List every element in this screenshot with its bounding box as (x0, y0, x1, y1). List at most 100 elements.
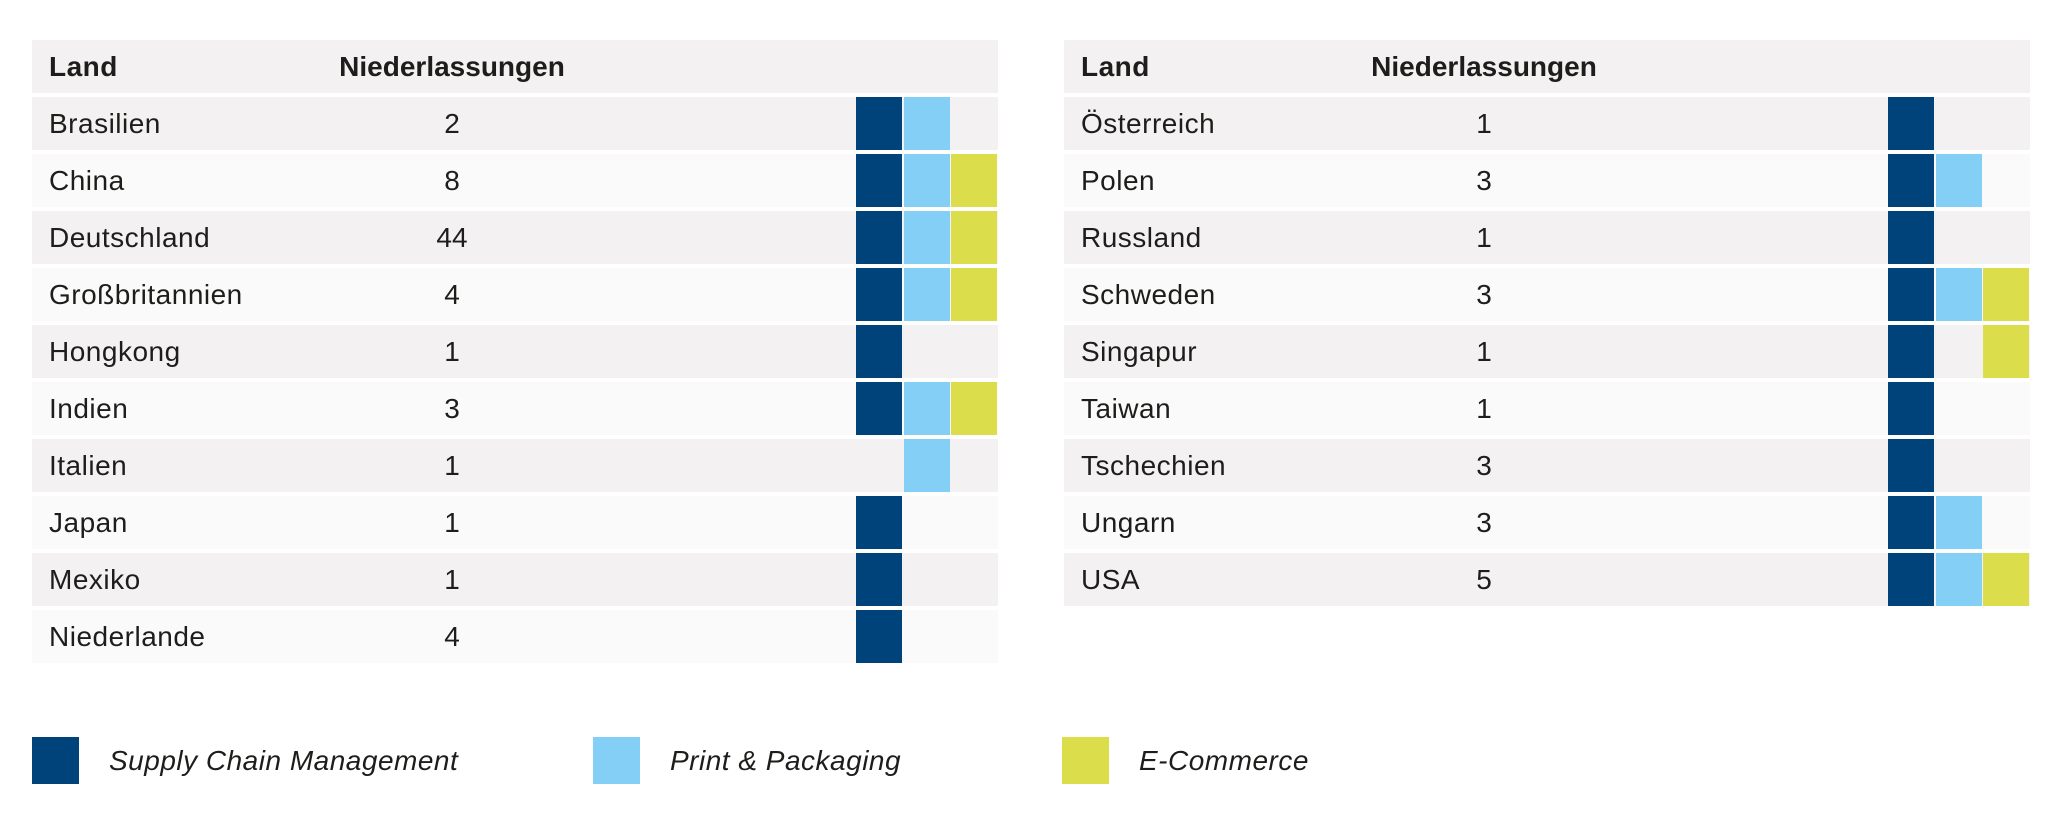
segment-print-packaging (904, 211, 950, 264)
table-row-hongkong: Hongkong 1 (32, 325, 998, 378)
table-row-taiwan: Taiwan 1 (1064, 382, 2030, 435)
branch-count: 3 (1476, 279, 1492, 310)
segment-ecommerce (951, 211, 997, 264)
branch-count: 4 (444, 621, 460, 652)
header-land: Land (49, 51, 118, 82)
country-label: Schweden (1081, 279, 1216, 310)
segment-ecommerce (1983, 325, 2029, 378)
segment-supply-chain (1888, 211, 1934, 264)
segment-print-packaging (904, 97, 950, 150)
table-row-japan: Japan 1 (32, 496, 998, 549)
country-label: Taiwan (1081, 393, 1172, 424)
table-row-tschechien: Tschechien 3 (1064, 439, 2030, 492)
branch-count: 1 (444, 336, 460, 367)
table-row-usa: USA 5 (1064, 553, 2030, 606)
legend-label-supply-chain: Supply Chain Management (109, 745, 459, 776)
branch-count: 3 (444, 393, 460, 424)
segment-ecommerce (1983, 553, 2029, 606)
segment-supply-chain (856, 97, 902, 150)
country-label: Hongkong (49, 336, 181, 367)
segment-supply-chain (856, 211, 902, 264)
segment-supply-chain (1888, 496, 1934, 549)
country-label: Niederlande (49, 621, 206, 652)
segment-ecommerce (951, 382, 997, 435)
segment-supply-chain (856, 268, 902, 321)
segment-supply-chain (1888, 439, 1934, 492)
segment-supply-chain (856, 496, 902, 549)
branch-count: 5 (1476, 564, 1492, 595)
table-row-italien: Italien 1 (32, 439, 998, 492)
branch-count: 1 (1476, 108, 1492, 139)
country-label: Mexiko (49, 564, 141, 595)
table-row-brasilien: Brasilien 2 (32, 97, 998, 150)
table-row-singapur: Singapur 1 (1064, 325, 2030, 378)
segment-print-packaging (1936, 268, 1982, 321)
segment-print-packaging (904, 382, 950, 435)
table-row-china: China 8 (32, 154, 998, 207)
table-header: Land Niederlassungen (32, 40, 998, 93)
country-label: Tschechien (1081, 450, 1227, 481)
segment-print-packaging (904, 268, 950, 321)
country-label: Polen (1081, 165, 1156, 196)
country-label: USA (1081, 564, 1141, 595)
country-label: Singapur (1081, 336, 1198, 367)
legend-label-print-packaging: Print & Packaging (670, 745, 902, 776)
segment-ecommerce (951, 154, 997, 207)
country-label: Ungarn (1081, 507, 1176, 538)
legend-label-ecommerce: E-Commerce (1139, 745, 1309, 776)
segment-supply-chain (856, 154, 902, 207)
branch-count: 3 (1476, 507, 1492, 538)
table-row-niederlande: Niederlande 4 (32, 610, 998, 663)
table-row-ungarn: Ungarn 3 (1064, 496, 2030, 549)
country-label: Brasilien (49, 108, 161, 139)
country-label: Deutschland (49, 222, 211, 253)
table-row-oesterreich: Österreich 1 (1064, 97, 2030, 150)
branch-count: 1 (444, 450, 460, 481)
table-row-mexiko: Mexiko 1 (32, 553, 998, 606)
table-header: Land Niederlassungen (1064, 40, 2030, 93)
country-label: Österreich (1081, 108, 1216, 139)
branch-count: 3 (1476, 450, 1492, 481)
branch-count: 1 (444, 564, 460, 595)
segment-ecommerce (1983, 268, 2029, 321)
segment-supply-chain (1888, 154, 1934, 207)
table-right: Land Niederlassungen Österreich 1 Polen 3 Russ… (1064, 40, 2030, 610)
header-land: Land (1081, 51, 1150, 82)
branch-count: 44 (436, 222, 468, 253)
legend-swatch-print-packaging (593, 737, 640, 784)
table-row-russland: Russland 1 (1064, 211, 2030, 264)
branch-count: 1 (444, 507, 460, 538)
segment-print-packaging (1936, 154, 1982, 207)
country-label: Indien (49, 393, 129, 424)
segment-print-packaging (904, 439, 950, 492)
branch-count: 2 (444, 108, 460, 139)
header-niederlassungen: Niederlassungen (339, 51, 565, 82)
segment-supply-chain (856, 610, 902, 663)
country-label: China (49, 165, 125, 196)
segment-supply-chain (856, 325, 902, 378)
legend-swatch-ecommerce (1062, 737, 1109, 784)
country-label: Italien (49, 450, 128, 481)
legend-swatch-supply-chain (32, 737, 79, 784)
segment-supply-chain (1888, 268, 1934, 321)
branch-count: 8 (444, 165, 460, 196)
segment-ecommerce (951, 268, 997, 321)
table-row-grossbritannien: Großbritannien 4 (32, 268, 998, 321)
segment-print-packaging (904, 154, 950, 207)
branch-count: 3 (1476, 165, 1492, 196)
table-row-deutschland: Deutschland 44 (32, 211, 998, 264)
segment-supply-chain (1888, 325, 1934, 378)
segment-supply-chain (856, 382, 902, 435)
country-label: Großbritannien (49, 279, 243, 310)
branch-count: 1 (1476, 336, 1492, 367)
segment-supply-chain (1888, 97, 1934, 150)
header-niederlassungen: Niederlassungen (1371, 51, 1597, 82)
branch-count: 1 (1476, 393, 1492, 424)
segment-supply-chain (1888, 553, 1934, 606)
table-row-polen: Polen 3 (1064, 154, 2030, 207)
segment-supply-chain (1888, 382, 1934, 435)
table-row-schweden: Schweden 3 (1064, 268, 2030, 321)
segment-print-packaging (1936, 553, 1982, 606)
segment-print-packaging (1936, 496, 1982, 549)
branch-count: 4 (444, 279, 460, 310)
